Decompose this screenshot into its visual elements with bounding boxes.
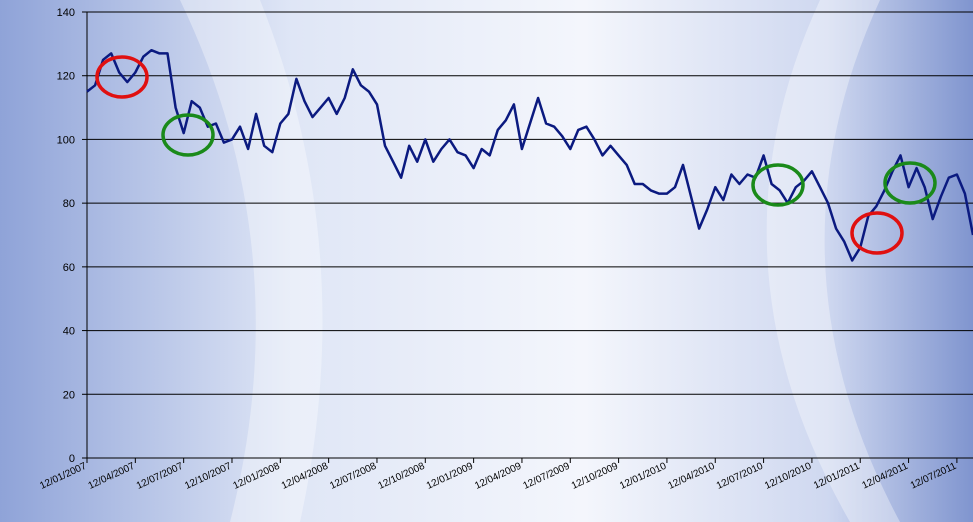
data-line [86,48,973,262]
annotation-circle [850,211,904,255]
y-tick-label: 80 [63,198,75,210]
y-tick-label: 100 [57,134,75,146]
annotation-circle [751,163,805,207]
y-tick-label: 20 [63,389,75,401]
y-tick-label: 120 [57,71,75,83]
y-tick-label: 40 [63,326,75,338]
annotation-circle [161,113,215,157]
y-tick-label: 140 [57,7,75,19]
swoosh [180,0,323,522]
annotation-circle [95,55,149,99]
annotation-circle [883,161,937,205]
y-tick-label: 60 [63,262,75,274]
y-tick-label: 0 [69,453,75,465]
swoosh [766,0,900,522]
